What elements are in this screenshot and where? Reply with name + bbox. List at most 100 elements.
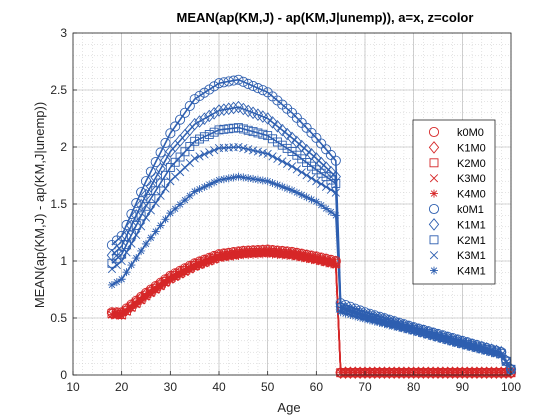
data-point-K4M1	[443, 337, 452, 346]
data-point-K4M1	[492, 350, 501, 359]
data-point-K4M0	[268, 250, 277, 259]
data-point-K4M0	[375, 368, 384, 377]
data-point-K4M1	[380, 320, 389, 329]
data-point-K1M1	[272, 119, 283, 133]
data-point-K4M0	[307, 256, 316, 265]
data-point-K2M1	[136, 211, 146, 221]
data-point-K4M0	[146, 290, 155, 299]
data-point-K4M0	[210, 256, 219, 265]
data-point-k0M1	[131, 198, 142, 209]
data-point-K4M0	[322, 259, 331, 268]
data-point-K1M1	[228, 101, 239, 115]
data-point-K2M1	[253, 128, 263, 138]
data-point-K1M1	[311, 152, 322, 165]
data-point-K4M0	[297, 254, 306, 263]
data-point-K2M1	[180, 147, 190, 157]
data-point-k0M1	[121, 219, 132, 231]
data-point-K4M0	[341, 368, 350, 377]
data-point-K2M1	[268, 134, 277, 144]
data-point-K4M1	[258, 176, 267, 185]
data-point-K1M1	[286, 131, 298, 145]
data-point-K4M0	[443, 368, 452, 377]
data-point-k0M1	[150, 156, 161, 168]
legend-entry-k0M1: k0M1	[457, 204, 484, 216]
data-point-K4M1	[385, 321, 394, 330]
data-point-K4M0	[365, 368, 374, 377]
data-point-K3M1	[107, 264, 117, 274]
legend: k0M0 K1M0 K2M0 K3M0 K4M0 k0M1 K1M1 K2M1 K3M1 K4M1	[412, 119, 496, 285]
data-point-K4M1	[317, 201, 326, 210]
data-point-K4M0	[117, 311, 126, 320]
data-point-K4M0	[356, 368, 365, 377]
data-point-K4M0	[472, 368, 481, 377]
data-point-K3M1	[312, 177, 321, 186]
data-point-K2M1	[321, 172, 331, 182]
data-point-k0M1	[252, 83, 263, 94]
data-point-K4M1	[482, 347, 491, 356]
data-point-K4M1	[151, 227, 160, 236]
data-point-K4M1	[288, 186, 296, 195]
data-point-K4M0	[171, 273, 180, 282]
data-point-K4M1	[292, 188, 301, 197]
data-point-K3M1	[244, 145, 253, 154]
data-point-K4M0	[448, 368, 457, 377]
data-point-K3M1	[112, 260, 121, 270]
data-point-K4M1	[127, 261, 136, 270]
data-point-K4M0	[200, 260, 209, 269]
data-point-K2M1	[272, 137, 282, 147]
data-point-K4M1	[361, 315, 369, 324]
data-point-K4M1	[200, 182, 209, 191]
data-point-K1M1	[135, 198, 147, 212]
legend-entry-K1M1: K1M1	[457, 219, 486, 231]
data-point-K4M0	[502, 368, 511, 377]
data-point-K4M1	[331, 211, 340, 220]
data-point-K4M0	[336, 368, 345, 377]
data-point-K4M1	[312, 197, 321, 206]
legend-entry-K4M1: K4M1	[457, 266, 486, 278]
data-point-K3M1	[268, 152, 277, 161]
data-point-K4M0	[166, 276, 175, 285]
data-point-K3M1	[239, 144, 248, 153]
y-tick-label: 2	[60, 140, 67, 154]
data-point-K4M1	[122, 268, 131, 277]
data-point-k0M1	[248, 80, 259, 92]
data-point-K4M1	[161, 215, 170, 224]
data-point-K2M1	[199, 132, 209, 142]
data-point-K3M1	[210, 146, 219, 155]
data-point-K4M1	[215, 176, 223, 185]
x-axis-label: Age	[277, 400, 300, 415]
data-point-K4M0	[438, 368, 447, 377]
legend-entry-K3M1: K3M1	[457, 250, 486, 262]
data-point-k0M1	[155, 147, 166, 158]
y-axis-label: MEAN(ap(KM,J) - ap(KM,J|unemp))	[32, 102, 47, 308]
data-point-K4M1	[142, 239, 150, 248]
data-point-K4M1	[190, 187, 199, 196]
data-point-K4M1	[171, 204, 180, 213]
data-point-K4M0	[351, 368, 360, 377]
x-tick-label: 20	[115, 380, 129, 394]
data-point-k0M1	[257, 85, 268, 96]
data-point-K4M0	[122, 308, 131, 317]
data-point-K3M1	[234, 142, 243, 152]
data-point-K4M0	[302, 255, 311, 264]
data-point-K1M1	[116, 239, 127, 253]
data-point-K4M0	[312, 257, 321, 265]
data-point-K4M0	[278, 251, 287, 260]
data-point-K4M0	[370, 368, 379, 377]
data-point-K3M1	[283, 159, 292, 168]
data-point-K2M1	[311, 165, 321, 175]
data-point-K2M1	[331, 179, 341, 188]
data-point-K4M0	[127, 304, 136, 313]
data-point-K4M0	[190, 263, 199, 272]
data-point-K1M1	[281, 127, 293, 141]
data-point-K2M1	[117, 249, 127, 259]
data-point-k0M1	[218, 77, 229, 88]
y-tick-label: 3	[60, 26, 67, 40]
data-point-K4M1	[429, 333, 438, 342]
data-point-K4M1	[307, 195, 316, 204]
data-point-K4M1	[497, 351, 506, 360]
data-point-K2M1	[326, 175, 336, 185]
data-point-K4M0	[151, 286, 160, 295]
data-point-K4M1	[341, 309, 350, 318]
